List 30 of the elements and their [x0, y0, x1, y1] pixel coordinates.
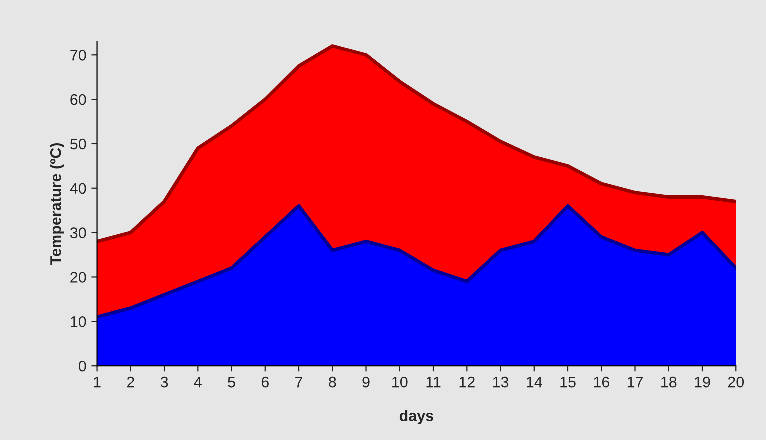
x-tick-label: 1 — [94, 377, 101, 388]
y-tick-label: 20 — [70, 272, 86, 283]
x-tick-label: 13 — [493, 376, 509, 388]
x-tick-label: 7 — [296, 377, 303, 388]
y-axis-title: Temperature (ºC) — [50, 143, 64, 265]
y-tick-label: 40 — [70, 183, 86, 194]
x-tick-label: 12 — [460, 376, 475, 388]
x-tick-label: 5 — [228, 377, 236, 388]
x-tick-label: 18 — [662, 376, 677, 388]
x-tick-label: 3 — [160, 376, 168, 388]
x-tick-label: 10 — [392, 376, 408, 388]
x-tick-label: 17 — [628, 377, 643, 388]
y-tick-label: 60 — [70, 94, 86, 106]
x-tick-label: 4 — [194, 377, 202, 388]
x-tick-label: 15 — [560, 377, 576, 388]
x-tick-label: 16 — [594, 376, 610, 388]
x-tick-label: 11 — [426, 377, 441, 388]
y-tick-label: 50 — [70, 138, 86, 150]
x-axis-title: days — [400, 410, 434, 424]
x-tick-label: 9 — [362, 376, 370, 388]
x-tick-label: 20 — [728, 376, 744, 388]
x-tick-label: 2 — [127, 376, 134, 388]
x-tick-label: 14 — [527, 377, 542, 388]
y-tick-label: 0 — [78, 360, 86, 372]
x-tick-label: 6 — [262, 376, 269, 388]
y-tick-label: 70 — [70, 50, 86, 61]
x-tick-label: 8 — [329, 376, 336, 388]
x-tick-label: 19 — [695, 376, 710, 388]
y-tick-label: 10 — [71, 316, 86, 328]
y-tick-label: 30 — [70, 228, 86, 238]
